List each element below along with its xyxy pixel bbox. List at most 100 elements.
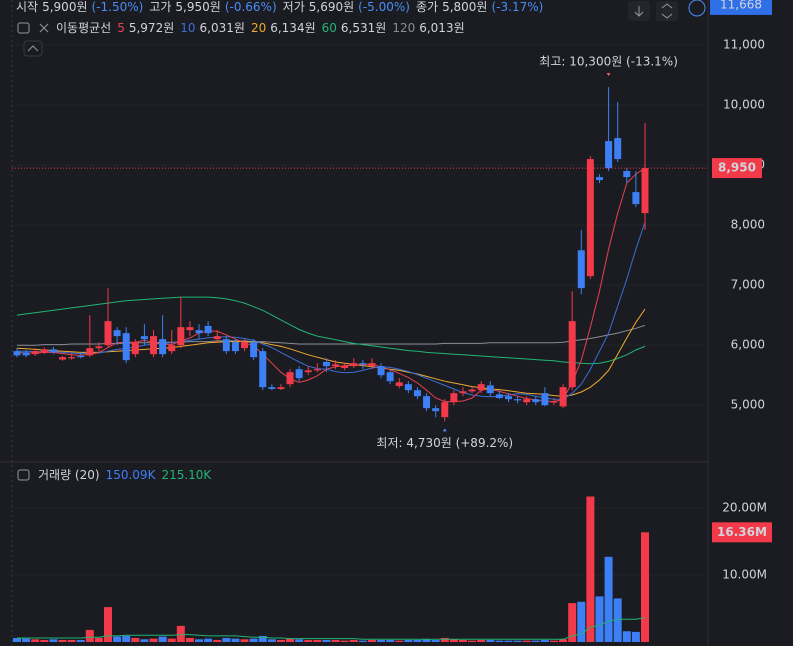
candle-body [322, 361, 330, 367]
ohlc-label: 시작 [16, 0, 38, 14]
candle-body [623, 171, 631, 178]
volume-legend-value: 215.10K [161, 468, 212, 482]
volume-bar [286, 638, 295, 642]
candle-body [468, 389, 476, 392]
candle-body [504, 396, 512, 400]
volume-bar [431, 639, 440, 642]
ma-toggle[interactable] [17, 22, 30, 34]
ohlc-value: 5,950원 [175, 0, 220, 14]
volume-bar [367, 639, 376, 642]
volume-bar [13, 637, 21, 642]
volume-bar [195, 639, 204, 642]
candle-body [523, 399, 531, 403]
volume-bar [604, 556, 613, 642]
vol-toggle[interactable] [17, 469, 30, 481]
volume-bar [267, 639, 276, 642]
ma-title: 이동평균선 [56, 21, 111, 35]
legend-value: 5,972원 [129, 21, 174, 35]
candle-body [195, 330, 203, 334]
candle-body [222, 339, 230, 352]
ohlc-change: (-3.17%) [491, 0, 543, 14]
candle-body [268, 387, 276, 389]
volume-bar [222, 637, 231, 642]
target-button[interactable] [688, 0, 706, 17]
candle-body [359, 363, 367, 365]
legend-name: 20 [251, 21, 266, 35]
candle-body [477, 384, 485, 391]
ma-line [16, 296, 646, 365]
candle-body [641, 168, 649, 214]
candle-body [122, 333, 130, 361]
candle-body [250, 342, 258, 358]
volume-bar [167, 638, 176, 642]
volume-bar [631, 631, 640, 642]
volume-bar [104, 607, 113, 642]
volume-bar [513, 640, 522, 642]
candle-body [413, 390, 421, 397]
y-tick-label: 8,000 [731, 218, 765, 232]
volume-bar [549, 640, 558, 642]
candle-body [441, 402, 449, 418]
candle-body [568, 321, 576, 388]
last-volume-box [712, 522, 772, 543]
last-price-label: 8,950 [718, 161, 756, 175]
volume-bar [322, 639, 331, 642]
ohlc-value: 5,800원 [442, 0, 487, 14]
candle-body [159, 339, 167, 355]
candle-body [286, 372, 294, 385]
expand-button[interactable] [656, 1, 678, 21]
ma-legend: 이동평균선 5 5,972원 10 6,031원 20 6,134원 60 6,531원 120 6… [56, 21, 465, 35]
volume-bar [477, 639, 486, 642]
candle-body [632, 192, 640, 205]
volume-bar [568, 603, 577, 642]
candle-body [304, 370, 312, 373]
volume-bar [458, 639, 467, 642]
low-arrow [442, 428, 447, 432]
volume-bar [622, 631, 631, 642]
volume-bar [422, 639, 431, 642]
collapse-icon [27, 45, 39, 52]
volume-bar [522, 640, 531, 642]
volume-legend: 거래량 (20) 150.09K 215.10K [38, 468, 212, 482]
high-note: 최고: 10,300원 (-13.1%) [539, 55, 678, 69]
candle-body [150, 336, 158, 355]
ohlc-change: (-1.50%) [92, 0, 144, 14]
volume-bar [495, 640, 504, 642]
volume-bar [358, 640, 367, 642]
legend-value: 6,013원 [419, 21, 464, 35]
volume-bar [94, 637, 103, 642]
ohlc-header: 시작 5,900원 (-1.50%) 고가 5,950원 (-0.66%) 저가 5,690원… [16, 0, 543, 14]
y-tick-label: 5,000 [731, 398, 765, 412]
ma-close[interactable] [39, 23, 49, 33]
volume-bar [258, 635, 267, 642]
volume-bar [185, 637, 194, 642]
volume-bar [440, 637, 449, 642]
candle-body [432, 408, 440, 412]
volume-bar [349, 639, 358, 642]
ohlc-label: 종가 [416, 0, 438, 14]
legend-name: 60 [322, 21, 337, 35]
legend-name: 10 [180, 21, 195, 35]
legend-value: 6,134원 [270, 21, 315, 35]
candle-body [395, 382, 403, 386]
candle-body [168, 345, 176, 352]
low-note: 최저: 4,730원 (+89.2%) [376, 436, 513, 450]
y-tick-label: 7,000 [731, 278, 765, 292]
candle-body [259, 351, 267, 388]
ma-line [16, 308, 646, 397]
crosshair-box [710, 0, 772, 15]
candle-body [386, 372, 394, 382]
volume-bar [404, 639, 413, 642]
high-arrow [606, 73, 611, 77]
candle-body [495, 394, 503, 398]
volume-bar [22, 638, 31, 642]
candle-body [40, 349, 48, 353]
collapse-button[interactable] [23, 40, 43, 57]
candle-body [486, 385, 494, 394]
y-tick-label: 10,000 [723, 98, 765, 112]
volume-bar [40, 639, 49, 642]
volume-bar [449, 639, 458, 642]
volume-bar [49, 639, 58, 642]
candle-body [59, 357, 67, 360]
volume-bar [176, 625, 185, 642]
